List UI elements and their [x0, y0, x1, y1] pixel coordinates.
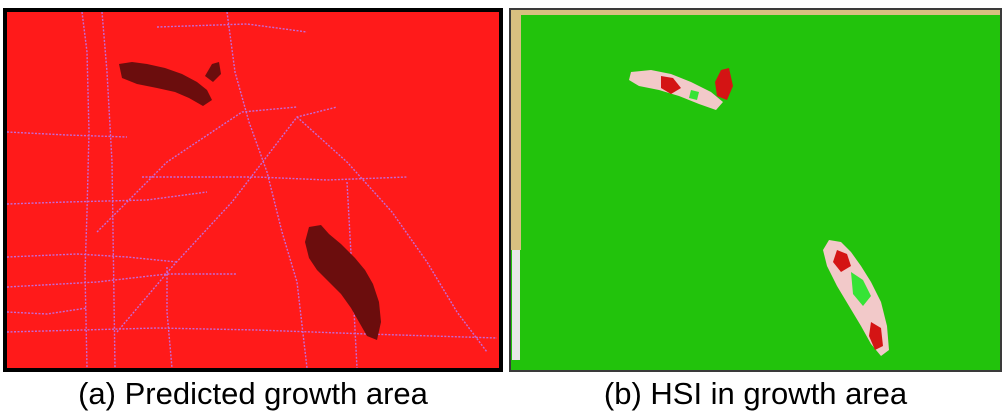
map-background — [7, 12, 499, 368]
growth-map-canvas — [7, 12, 499, 368]
hsi-patch-north-high — [661, 76, 681, 94]
growth-area-south — [305, 225, 381, 340]
window-frame-top — [511, 10, 1000, 15]
hsi-map-canvas — [511, 10, 1000, 370]
road — [101, 12, 116, 368]
road — [226, 12, 308, 368]
road — [116, 106, 338, 333]
window-frame-scroll — [512, 250, 520, 360]
predicted-growth-map — [3, 8, 503, 372]
road — [96, 106, 298, 233]
caption-predicted-growth-area: (a) Predicted growth area — [78, 376, 428, 411]
road — [7, 327, 498, 339]
road — [142, 176, 408, 181]
road — [7, 253, 178, 263]
road — [156, 23, 308, 33]
hsi-patch-north-tip — [715, 68, 733, 100]
hsi-patch-south-tail — [869, 322, 883, 350]
growth-area-north — [119, 62, 212, 106]
growth-areas — [119, 62, 381, 340]
window-frame-left — [511, 10, 521, 250]
hsi-patches — [629, 68, 889, 356]
hsi-patch-north-mid — [689, 90, 699, 100]
growth-area-north-tip — [205, 62, 221, 82]
map-background — [511, 10, 1000, 370]
road — [7, 131, 128, 138]
hsi-growth-map — [509, 8, 1002, 372]
road — [166, 267, 173, 368]
caption-hsi-in-growth-area: (b) HSI in growth area — [603, 376, 908, 411]
road — [7, 307, 88, 315]
road — [296, 116, 488, 353]
road — [346, 181, 358, 368]
hsi-patch-south-high — [833, 250, 851, 272]
road-network — [7, 12, 498, 368]
hsi-patch-south-mid — [851, 272, 871, 306]
